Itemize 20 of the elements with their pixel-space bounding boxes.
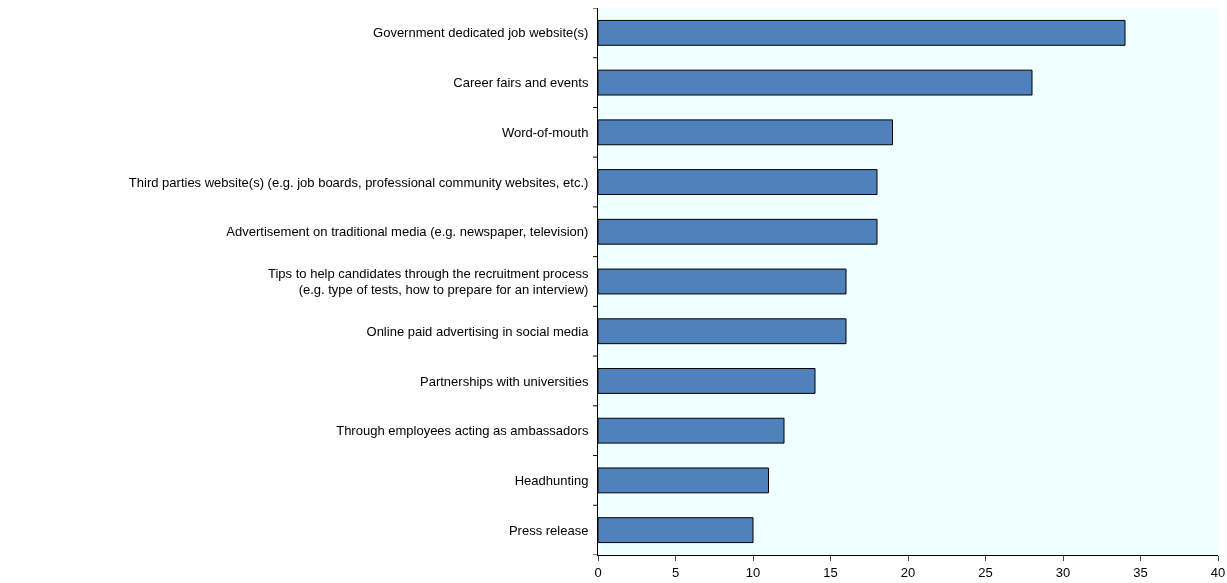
y-tick-label: Headhunting xyxy=(514,472,589,488)
x-tick-label: 15 xyxy=(823,564,838,580)
x-tick-label: 35 xyxy=(1133,564,1148,580)
y-tick-label: Partnerships with universities xyxy=(420,373,589,389)
y-tick-label: Advertisement on traditional media (e.g. newspaper, television) xyxy=(226,224,589,240)
x-tick-label: 25 xyxy=(978,564,993,580)
x-tick-label: 10 xyxy=(745,564,761,580)
x-tick-label: 5 xyxy=(671,564,680,580)
x-tick-label: 0 xyxy=(594,564,602,580)
x-tick-label: 20 xyxy=(900,564,916,580)
y-tick-label: Career fairs and events xyxy=(453,75,589,91)
y-tick-label: Tips to help candidates through the recruitment process (e.g. type of tests, how to prepare for an interview) xyxy=(268,265,589,298)
y-tick-label: Press release xyxy=(508,522,589,538)
y-tick-label: Government dedicated job website(s) xyxy=(373,25,589,41)
y-tick-label: Online paid advertising in social media xyxy=(366,323,590,339)
x-tick-label: 40 xyxy=(1210,564,1226,580)
y-tick-label: Word-of-mouth xyxy=(501,124,589,140)
y-tick-label: Third parties website(s) (e.g. job boards, professional community websites, etc.) xyxy=(128,174,589,190)
x-tick-label: 30 xyxy=(1055,564,1071,580)
y-tick-label: Through employees acting as ambassadors xyxy=(336,423,589,439)
